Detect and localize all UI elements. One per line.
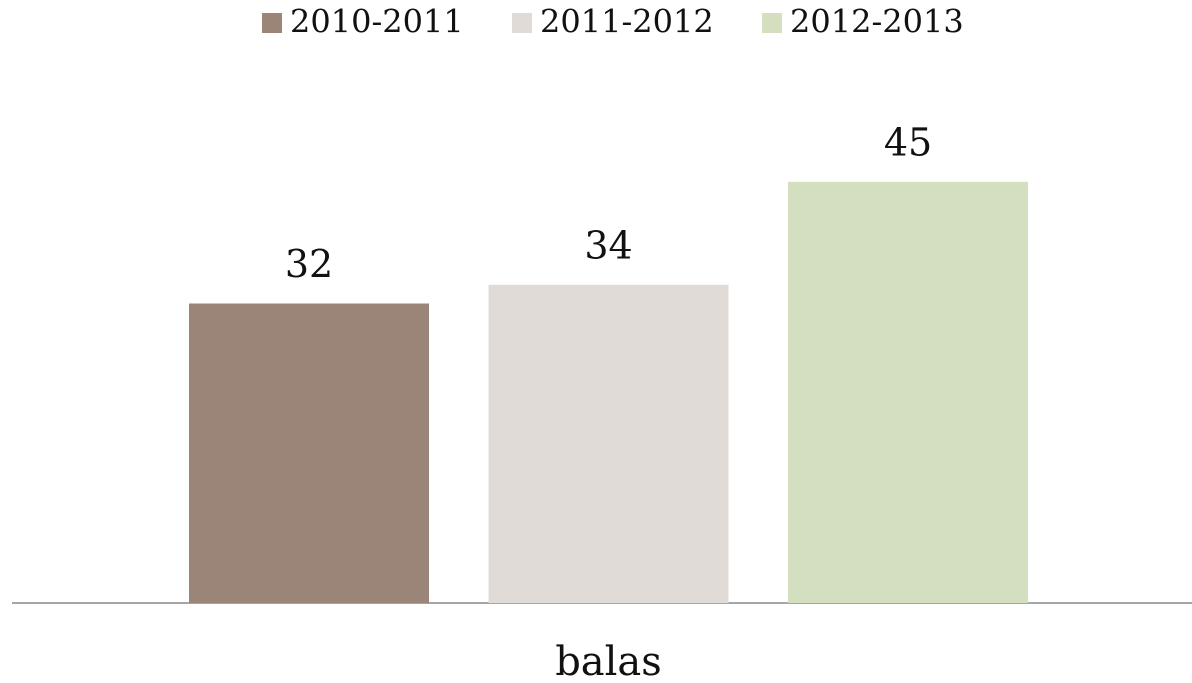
bar <box>488 284 729 603</box>
legend-label: 2010-2011 <box>290 3 464 41</box>
legend-swatch <box>512 13 532 33</box>
x-tick-label: balas <box>555 639 662 683</box>
bar <box>788 181 1028 603</box>
data-label: 34 <box>584 223 632 267</box>
data-label: 32 <box>285 242 333 286</box>
legend-label: 2012-2013 <box>790 3 964 41</box>
bar <box>189 303 429 603</box>
legend-swatch <box>262 13 282 33</box>
legend-label: 2011-2012 <box>540 3 714 41</box>
legend-swatch <box>762 13 782 33</box>
data-label: 45 <box>884 120 932 164</box>
